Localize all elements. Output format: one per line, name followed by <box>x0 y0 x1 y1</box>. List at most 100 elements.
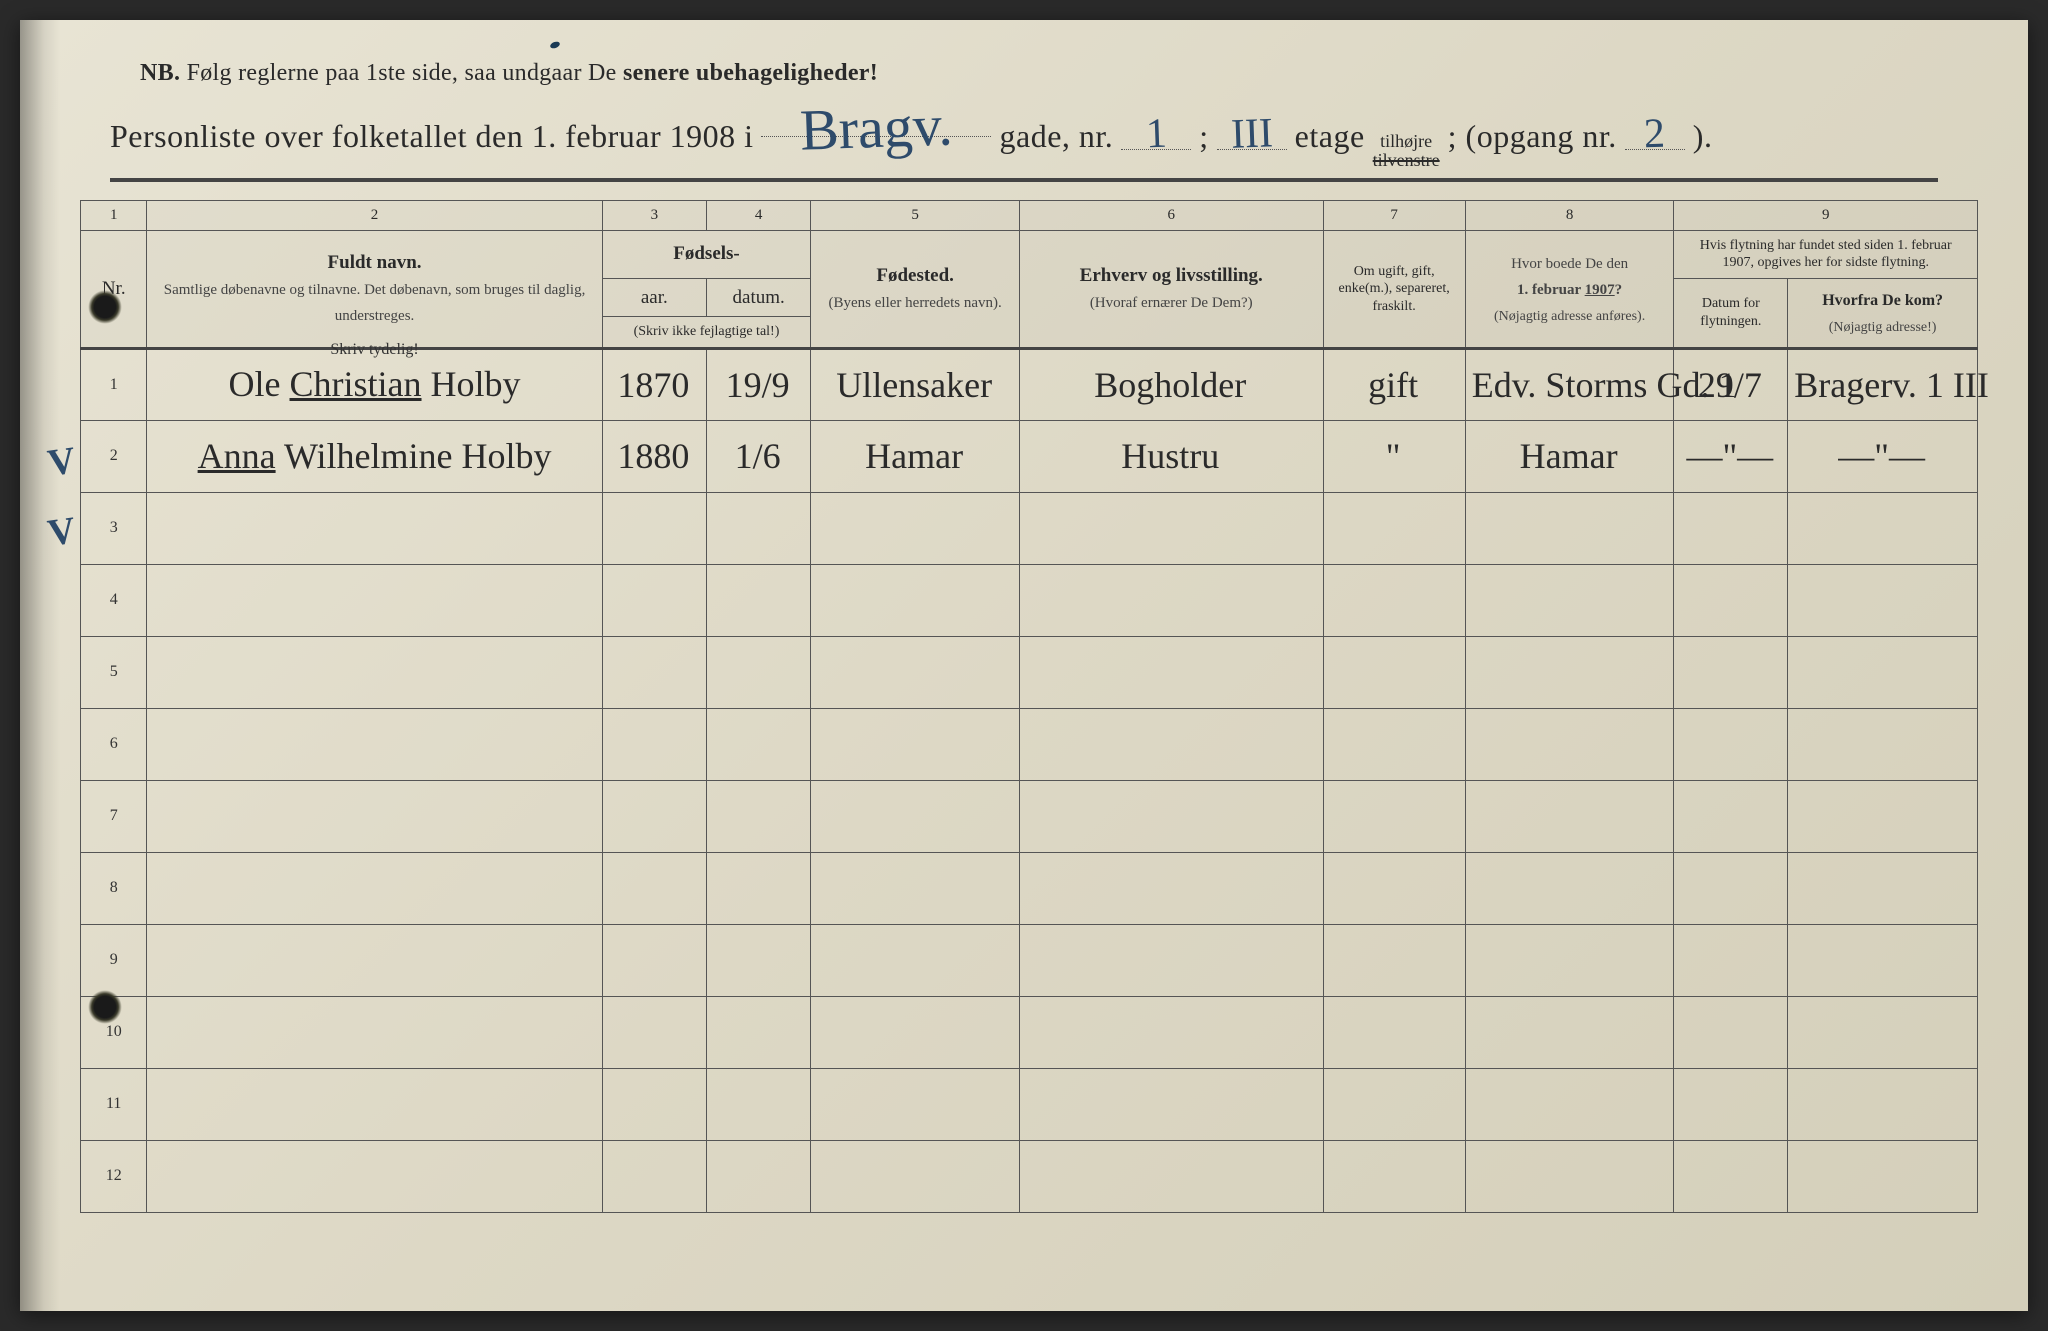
colnum-2: 2 <box>147 200 602 230</box>
cell <box>1323 780 1465 852</box>
cell <box>707 636 811 708</box>
cell-name: Skriv tydelig!Ole Christian Holby <box>147 348 602 420</box>
cell <box>1323 492 1465 564</box>
cell <box>811 1140 1020 1212</box>
hdr-name-sub: Samtlige døbenavne og tilnavne. Det døbe… <box>164 282 586 324</box>
cell <box>602 1140 706 1212</box>
cell <box>602 996 706 1068</box>
cell: 1880 <box>602 420 706 492</box>
cell <box>811 780 1020 852</box>
cell <box>1019 996 1323 1068</box>
table-row: 4 <box>81 564 1978 636</box>
cell <box>1788 924 1978 996</box>
cell <box>1465 1068 1674 1140</box>
cell: —"— <box>1674 420 1788 492</box>
table-row: 7 <box>81 780 1978 852</box>
nb-text-2: senere ubehageligheder! <box>623 60 878 86</box>
row-nr: 11 <box>81 1068 147 1140</box>
cell <box>1323 636 1465 708</box>
cell <box>1465 492 1674 564</box>
cell: Hustru <box>1019 420 1323 492</box>
cell <box>1788 996 1978 1068</box>
cell <box>1788 852 1978 924</box>
table-row: 5 <box>81 636 1978 708</box>
cell: Hamar <box>811 420 1020 492</box>
cell <box>1674 636 1788 708</box>
cell <box>1323 564 1465 636</box>
cell <box>1323 924 1465 996</box>
header-row-1: Nr. Fuldt navn. Samtlige døbenavne og ti… <box>81 230 1978 278</box>
cell <box>602 924 706 996</box>
hdr-year-note: (Skriv ikke fejlagtige tal!) <box>602 317 811 349</box>
cell: gift <box>1323 348 1465 420</box>
opgang-label: ; (opgang nr. <box>1448 118 1617 155</box>
row-nr: 1 <box>81 348 147 420</box>
nb-notice: NB. Følg reglerne paa 1ste side, saa und… <box>140 60 1978 87</box>
hdr-addr1907-sub: (Nøjagtig adresse anføres). <box>1494 309 1645 324</box>
cell <box>1323 1140 1465 1212</box>
cell <box>1465 564 1674 636</box>
cell <box>707 564 811 636</box>
hdr-move-from-sub: (Nøjagtig adresse!) <box>1829 320 1937 335</box>
hdr-year: aar. <box>602 278 706 317</box>
row-nr: 3 <box>81 492 147 564</box>
colnum-4: 4 <box>707 200 811 230</box>
colnum-1: 1 <box>81 200 147 230</box>
hdr-occupation: Erhverv og livsstilling. (Hvoraf ernærer… <box>1019 230 1323 348</box>
tilhojre-tilvenstre: tilhøjre tilvenstre <box>1373 132 1440 170</box>
cell <box>1465 996 1674 1068</box>
cell: 1/6 <box>707 420 811 492</box>
etage-hand: III <box>1230 117 1273 152</box>
cell <box>1019 924 1323 996</box>
hdr-birthplace: Fødested. (Byens eller herredets navn). <box>811 230 1020 348</box>
cell <box>1323 1068 1465 1140</box>
title-close: ). <box>1693 118 1713 155</box>
cell <box>1019 780 1323 852</box>
cell <box>147 564 602 636</box>
hdr-move-date: Datum for flytningen. <box>1674 278 1788 348</box>
census-page: NB. Følg reglerne paa 1ste side, saa und… <box>20 20 2028 1311</box>
cell <box>811 924 1020 996</box>
cell <box>707 780 811 852</box>
cell <box>602 564 706 636</box>
hdr-name: Fuldt navn. Samtlige døbenavne og tilnav… <box>147 230 602 348</box>
hdr-occupation-sub: (Hvoraf ernærer De Dem?) <box>1090 295 1253 311</box>
colnum-8: 8 <box>1465 200 1674 230</box>
cell <box>1674 924 1788 996</box>
cell <box>811 708 1020 780</box>
census-table: 1 2 3 4 5 6 7 8 9 Nr. Fuldt navn. Samtli… <box>80 200 1978 1213</box>
cell <box>1019 852 1323 924</box>
cell <box>1788 636 1978 708</box>
cell <box>1019 708 1323 780</box>
cell <box>1019 1068 1323 1140</box>
cell <box>1019 492 1323 564</box>
cell <box>147 492 602 564</box>
colnum-7: 7 <box>1323 200 1465 230</box>
row-nr: 4 <box>81 564 147 636</box>
hdr-fodsels: Fødsels- <box>673 243 740 264</box>
cell: 19/9 <box>707 348 811 420</box>
cell <box>1674 852 1788 924</box>
hdr-addr1907-title: Hvor boede De den1. februar 1907? <box>1511 256 1628 298</box>
cell <box>811 636 1020 708</box>
gade-nr: 1 <box>1145 118 1167 152</box>
hdr-date: datum. <box>707 278 811 317</box>
cell <box>1674 708 1788 780</box>
cell <box>1674 996 1788 1068</box>
cell <box>1465 708 1674 780</box>
cell <box>1323 852 1465 924</box>
cell <box>147 780 602 852</box>
cell <box>1674 1068 1788 1140</box>
cell: " <box>1323 420 1465 492</box>
cell <box>707 924 811 996</box>
cell <box>811 564 1020 636</box>
table-row: 8 <box>81 852 1978 924</box>
table-row: 10 <box>81 996 1978 1068</box>
table-row: 3 <box>81 492 1978 564</box>
column-number-row: 1 2 3 4 5 6 7 8 9 <box>81 200 1978 230</box>
cell <box>1788 1140 1978 1212</box>
cell <box>1674 780 1788 852</box>
nb-prefix: NB. <box>140 60 180 86</box>
row-nr: 7 <box>81 780 147 852</box>
cell <box>811 852 1020 924</box>
